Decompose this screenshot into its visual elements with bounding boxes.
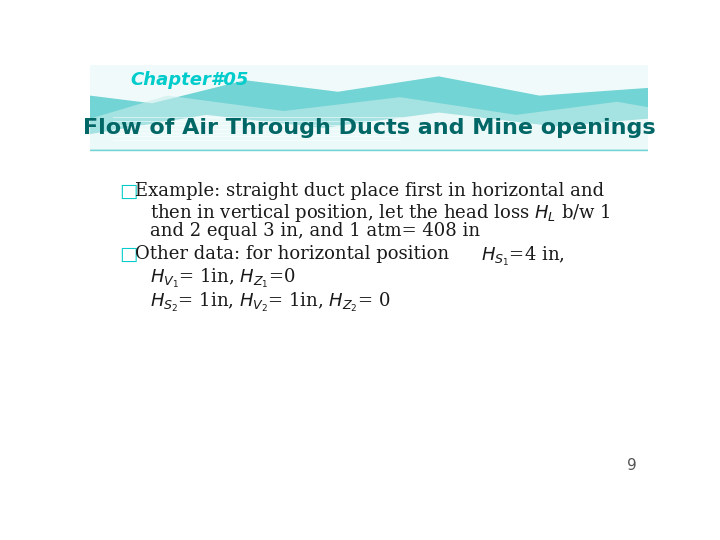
Polygon shape [90, 112, 648, 150]
Text: □: □ [120, 182, 138, 201]
Text: Other data: for horizontal position: Other data: for horizontal position [135, 245, 449, 263]
Text: □: □ [120, 245, 138, 264]
Text: 9: 9 [626, 458, 636, 473]
Text: Flow of Air Through Ducts and Mine openings: Flow of Air Through Ducts and Mine openi… [83, 118, 655, 138]
Text: $H_{V_1}$= 1in, $H_{Z_1}$=0: $H_{V_1}$= 1in, $H_{Z_1}$=0 [150, 267, 296, 289]
Text: then in vertical position, let the head loss $H_L$ b/w 1: then in vertical position, let the head … [150, 202, 611, 224]
Text: and 2 equal 3 in, and 1 atm= 408 in: and 2 equal 3 in, and 1 atm= 408 in [150, 222, 480, 240]
Polygon shape [90, 65, 648, 103]
Bar [90, 65, 648, 150]
Text: Example: straight duct place first in horizontal and: Example: straight duct place first in ho… [135, 182, 604, 200]
Text: $H_{S_2}$= 1in, $H_{V_2}$= 1in, $H_{Z_2}$= 0: $H_{S_2}$= 1in, $H_{V_2}$= 1in, $H_{Z_2}… [150, 291, 391, 314]
Text: $H_{S_1}$=4 in,: $H_{S_1}$=4 in, [482, 245, 565, 268]
Text: Chapter#05: Chapter#05 [130, 71, 248, 89]
Polygon shape [90, 96, 648, 150]
